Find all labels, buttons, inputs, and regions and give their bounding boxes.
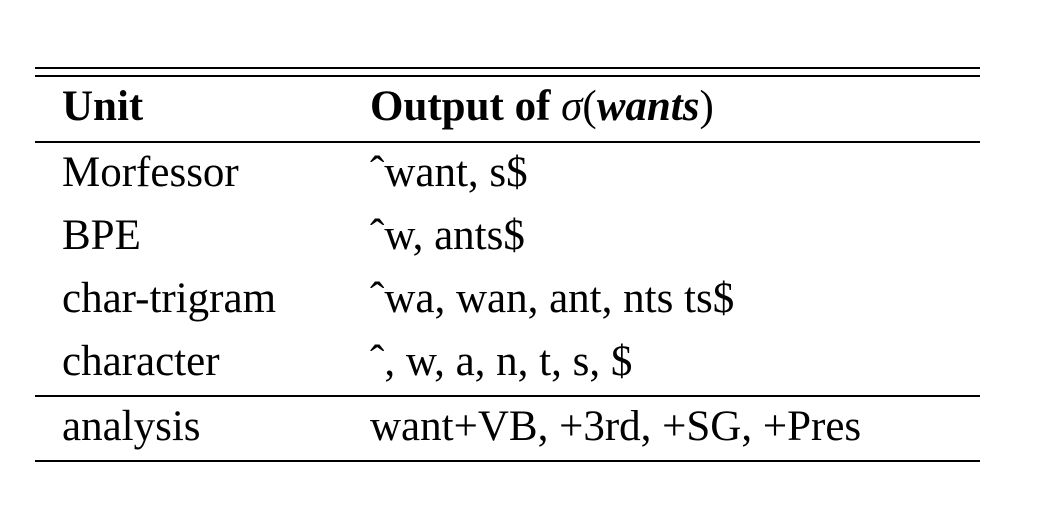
header-output-close-paren: ) <box>699 83 714 130</box>
row-char-trigram-output: ˆwa, wan, ant, nts ts$ <box>370 275 735 322</box>
header-unit: Unit <box>62 83 144 130</box>
header-output: Output of σ(wants) <box>370 82 714 132</box>
row-character-unit: character <box>62 338 220 385</box>
row-char-trigram-unit: char-trigram <box>62 275 277 322</box>
row-analysis-output: want+VB, +3rd, +SG, +Pres <box>370 403 862 450</box>
row-bpe-output: ˆw, ants$ <box>370 212 525 259</box>
row-morfessor-unit: Morfessor <box>62 149 239 196</box>
header-output-prefix: Output of <box>370 83 562 130</box>
row-morfessor-output: ˆwant, s$ <box>370 149 528 196</box>
bottom-rule <box>35 460 980 462</box>
top-rule-outer <box>35 67 980 69</box>
row-analysis-unit: analysis <box>62 403 201 450</box>
top-rule-inner <box>35 75 980 77</box>
header-output-word: wants <box>596 83 700 130</box>
header-output-open-paren: ( <box>582 83 597 130</box>
row-character-output: ˆ, w, a, n, t, s, $ <box>370 338 633 385</box>
analysis-rule <box>35 395 980 397</box>
header-output-symbol: σ <box>561 83 583 130</box>
header-rule <box>35 141 980 143</box>
row-bpe-unit: BPE <box>62 212 141 259</box>
